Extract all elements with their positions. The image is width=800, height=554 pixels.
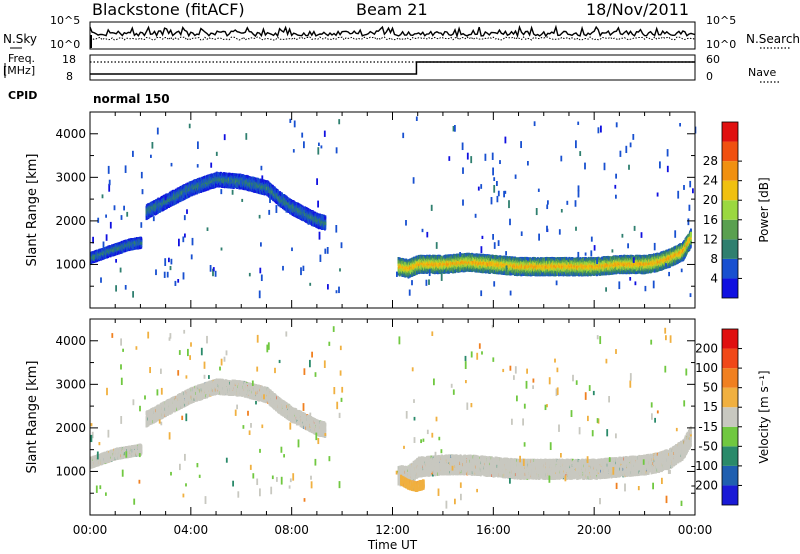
data-cell: [140, 242, 142, 245]
data-cells: [90, 117, 696, 299]
freq-frame: [90, 55, 695, 80]
freq-trace: [90, 62, 695, 74]
nsky-trace: [90, 27, 695, 36]
status-panel: [5, 22, 790, 82]
data-cell: [140, 237, 142, 240]
nsearch-trace: [90, 37, 695, 40]
